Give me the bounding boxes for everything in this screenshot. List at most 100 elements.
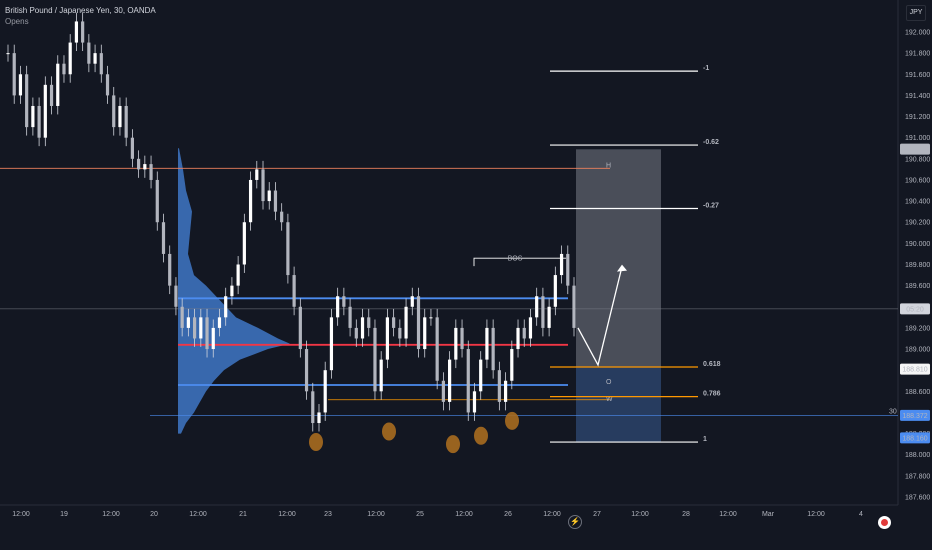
swing-low-marker: [309, 433, 323, 452]
candle-body: [236, 264, 240, 286]
x-tick-label: 27: [593, 511, 601, 518]
candle-body: [304, 349, 309, 392]
candle-body: [286, 222, 290, 276]
candle-body: [416, 296, 421, 350]
candle-body: [367, 317, 371, 328]
candle-body: [460, 327, 464, 350]
symbol-title: British Pound / Japanese Yen, 30, OANDA: [5, 6, 156, 15]
y-tick-label: 190.600: [905, 177, 930, 184]
y-tick-label: 187.600: [905, 495, 930, 502]
y-tick-label: 188.600: [905, 389, 930, 396]
bos-line: [473, 257, 566, 267]
target-zone: [576, 149, 661, 368]
candle-body: [87, 42, 91, 64]
candle-body: [553, 275, 557, 307]
candle-body: [559, 253, 564, 276]
candle-body: [180, 306, 184, 328]
x-tick-label: 19: [60, 511, 68, 518]
candle-body: [317, 412, 321, 424]
candle-body: [186, 317, 190, 328]
candle-body: [516, 327, 520, 350]
candle-body: [398, 327, 402, 339]
projection-path: [577, 266, 623, 367]
candle-body: [149, 164, 153, 180]
x-tick-label: Mar: [762, 511, 775, 518]
fib-level-label: 0.786: [703, 391, 721, 398]
swing-low-marker: [382, 422, 396, 441]
candle-body: [572, 285, 576, 328]
x-tick-label: 26: [504, 511, 512, 518]
swing-low-marker: [446, 435, 460, 454]
candle-body: [248, 179, 253, 223]
y-tick-label: 190.800: [905, 156, 930, 163]
candle-body: [112, 95, 116, 128]
x-tick-label: 12:00: [102, 511, 120, 518]
candle-body: [528, 317, 533, 339]
y-tick-label: 190.400: [905, 199, 930, 206]
candle-body: [12, 53, 16, 96]
candle-body: [137, 158, 141, 170]
volume-profile: [178, 148, 290, 434]
candle-body: [479, 359, 483, 392]
risk-zone: [576, 367, 661, 443]
flash-icon[interactable]: ⚡: [568, 515, 582, 529]
y-tick-label: 188.000: [905, 452, 930, 459]
x-tick-label: 12:00: [278, 511, 296, 518]
candle-body: [348, 306, 352, 328]
candle-body: [6, 53, 10, 55]
session-line-label: 30: [889, 408, 897, 415]
y-tick-label: 191.400: [905, 93, 930, 100]
projection-arrowhead: [617, 264, 627, 272]
x-tick-label: 25: [416, 511, 424, 518]
candle-body: [441, 380, 445, 402]
fib-level-label: -0.62: [703, 139, 719, 146]
candle-body: [435, 317, 439, 381]
x-tick-label: 12:00: [455, 511, 473, 518]
candle-body: [541, 296, 545, 328]
candle-body: [503, 380, 508, 402]
price-label-box: [900, 409, 930, 421]
candle-body: [522, 327, 526, 339]
candle-body: [373, 327, 377, 392]
x-tick-label: 12:00: [12, 511, 30, 518]
candle-body: [280, 211, 284, 223]
price-label-text: 190.892: [902, 147, 927, 154]
candle-body: [311, 391, 315, 424]
y-tick-label: 189.600: [905, 283, 930, 290]
x-tick-label: 23: [324, 511, 332, 518]
candle-body: [360, 317, 365, 339]
candle-body: [217, 317, 222, 328]
candle-body: [124, 105, 128, 138]
currency-button[interactable]: JPY: [906, 5, 926, 21]
candle-body: [68, 42, 72, 75]
price-label-box: [900, 363, 930, 375]
candle-body: [379, 359, 383, 392]
y-tick-label: 191.800: [905, 51, 930, 58]
candle-body: [168, 253, 172, 286]
candle-body: [547, 306, 551, 328]
x-tick-label: 4: [859, 511, 863, 518]
x-tick-label: 21: [239, 511, 247, 518]
candle-body: [224, 296, 228, 318]
fib-level-label: -0.27: [703, 202, 719, 209]
tradingview-logo-icon[interactable]: [878, 516, 891, 529]
candle-body: [174, 285, 178, 307]
candle-body: [491, 327, 495, 371]
candle-body: [298, 306, 302, 350]
fib-level-label: 1: [703, 436, 707, 443]
candle-body: [472, 391, 477, 413]
x-tick-label: 12:00: [719, 511, 737, 518]
candle-body: [99, 53, 103, 75]
candle-body: [535, 296, 539, 318]
price-label-text: 05:20: [906, 306, 924, 313]
candle-body: [155, 179, 159, 223]
price-label-box: [900, 303, 930, 315]
y-tick-label: 191.600: [905, 72, 930, 79]
candle-body: [485, 327, 489, 360]
fib-level-label: -1: [703, 65, 709, 72]
candle-body: [56, 63, 60, 106]
candle-body: [25, 74, 29, 128]
y-tick-label: 190.200: [905, 220, 930, 227]
candle-body: [74, 21, 79, 43]
